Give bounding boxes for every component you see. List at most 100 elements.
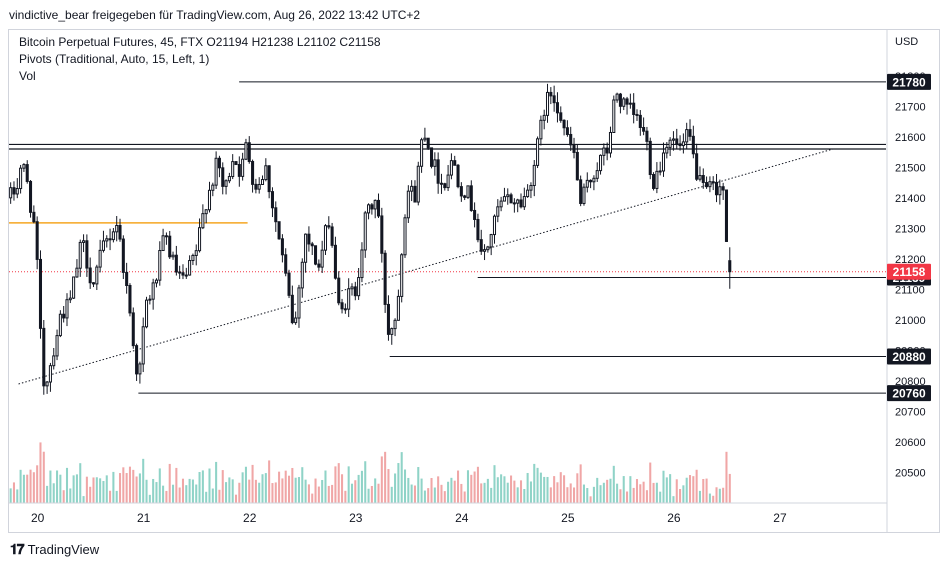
volume-legend[interactable]: Vol (19, 69, 36, 83)
volume-bar (39, 442, 42, 503)
candle-body (95, 266, 99, 285)
y-tick-label: 21300 (895, 223, 926, 235)
candle-body (552, 95, 556, 104)
candle-body (32, 211, 36, 223)
candle-body (459, 186, 463, 197)
candle-body (420, 139, 424, 167)
candle-body (423, 137, 427, 141)
volume-bar (341, 474, 344, 503)
volume-bar (394, 473, 397, 503)
candle-body (211, 184, 215, 191)
volume-bar (244, 466, 247, 503)
volume-bar (75, 474, 78, 503)
volume-bar (105, 475, 108, 503)
volume-bar (712, 495, 715, 503)
candle-body (632, 102, 636, 115)
candle-body (443, 183, 447, 189)
candle-body (145, 299, 149, 328)
candle-body (446, 174, 450, 189)
volume-bar (688, 475, 692, 503)
volume-bar (635, 479, 639, 503)
volume-bar (188, 478, 191, 503)
candle-body (688, 129, 692, 137)
candle-body (174, 254, 178, 273)
volume-bar (142, 458, 145, 503)
volume-bar (334, 466, 337, 503)
candle-body (347, 288, 351, 310)
volume-bar (175, 467, 178, 503)
y-tick-label: 21100 (895, 284, 925, 296)
volume-bar (72, 475, 75, 503)
candle-body (456, 164, 460, 188)
candle-body (608, 131, 613, 154)
volume-bar (327, 485, 330, 503)
pivot-level-badge (887, 348, 931, 365)
volume-bar (672, 496, 675, 503)
volume-bar (513, 480, 516, 503)
volume-bar (490, 487, 493, 503)
volume-bar (549, 487, 552, 503)
candle-body (85, 240, 89, 269)
candle-body (194, 250, 198, 256)
candle-body (257, 183, 261, 190)
volume-bar (211, 488, 214, 503)
candle-body (605, 147, 609, 154)
volume-bar (652, 482, 655, 503)
volume-bar (599, 485, 602, 503)
volume-bar (241, 472, 244, 503)
candle-body (592, 177, 596, 183)
volume-bar (374, 478, 377, 503)
candle-body (486, 246, 490, 251)
volume-bar (195, 484, 198, 503)
candle-body (367, 204, 371, 214)
volume-bar (95, 477, 98, 503)
candle-body (536, 138, 540, 166)
volume-bar (510, 475, 513, 503)
candle-body (463, 195, 467, 198)
volume-bar (274, 482, 277, 503)
volume-bar (692, 476, 695, 503)
candle-body (9, 187, 13, 199)
volume-bar (284, 470, 287, 503)
pivot-level-badge (887, 385, 931, 402)
volume-bar (172, 484, 175, 503)
candle-body (168, 235, 172, 258)
volume-bar (470, 474, 473, 503)
candle-body (628, 102, 632, 105)
volume-bar (728, 473, 731, 503)
volume-bar (390, 486, 393, 503)
candle-body (695, 153, 699, 180)
volume-bar (288, 475, 291, 503)
y-tick-label: 20800 (895, 376, 926, 388)
candle-body (25, 164, 29, 182)
volume-bar (185, 485, 188, 503)
x-tick-label: 22 (243, 511, 257, 525)
volume-bar (181, 478, 185, 503)
pivots-legend[interactable]: Pivots (Traditional, Auto, 15, Left, 1) (19, 52, 210, 66)
volume-bar (112, 471, 115, 503)
candle-body (572, 144, 576, 153)
volume-bar (569, 483, 572, 503)
candle-body (270, 191, 274, 209)
volume-bar (400, 452, 403, 503)
volume-bar (331, 484, 334, 503)
candle-body (12, 187, 16, 195)
x-tick-label: 26 (667, 511, 681, 525)
volume-bar (725, 451, 728, 503)
volume-bar (115, 490, 118, 503)
volume-bar (682, 485, 685, 503)
share-header: vindictive_bear freigegeben für TradingV… (9, 8, 421, 22)
volume-bar (493, 465, 496, 503)
candle-body (164, 235, 168, 238)
candle-body (310, 243, 314, 247)
volume-bar (506, 482, 509, 503)
volume-bar (466, 470, 470, 503)
candle-body (254, 183, 258, 190)
candle-body (403, 217, 407, 256)
symbol-legend[interactable]: Bitcoin Perpetual Futures, 45, FTX O2119… (19, 35, 381, 49)
candle-body (340, 302, 344, 310)
volume-bar (364, 461, 367, 503)
volume-bar (533, 463, 536, 503)
brand-name: TradingView (27, 542, 100, 557)
